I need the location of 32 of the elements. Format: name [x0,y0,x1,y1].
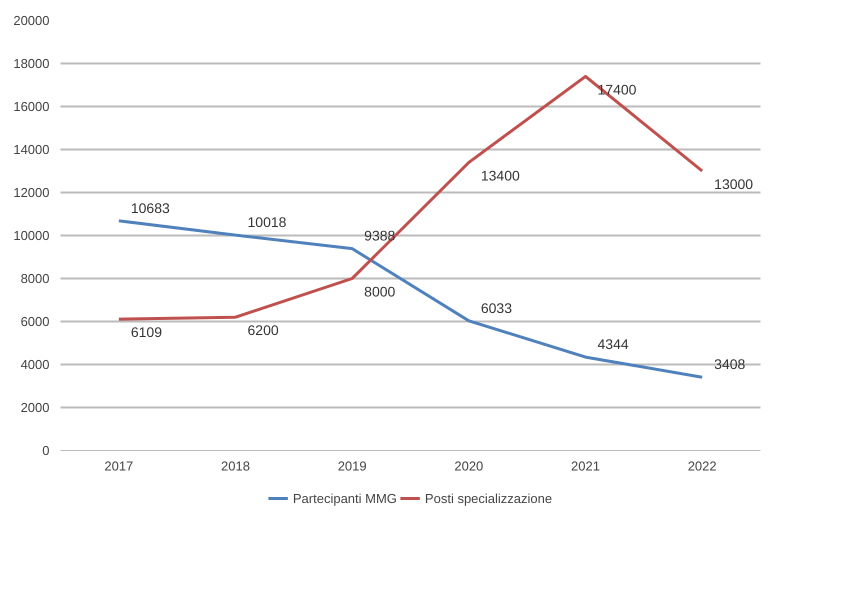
data-label: 6109 [130,324,162,340]
y-tick-label: 10000 [13,228,50,243]
data-label: 13400 [480,167,520,184]
data-label: 6200 [248,322,279,338]
x-tick-label: 2019 [338,458,367,474]
data-label: 9388 [364,228,396,244]
line-series [117,74,704,321]
y-tick-label: 12000 [13,185,50,200]
x-tick-label: 2017 [104,458,134,474]
data-label: 6033 [480,300,512,316]
x-tick-label: 2020 [454,458,484,474]
data-label: 13000 [714,176,754,192]
x-tick-label: 2022 [688,458,717,474]
data-label: 10018 [248,214,287,230]
x-tick-label: 2021 [571,458,600,474]
legend-label: Posti specializzazione [424,490,552,506]
y-tick-label: 2000 [20,400,50,415]
data-label: 4344 [598,336,629,352]
legend-label: Partecipanti MMG [292,490,397,506]
y-tick-label: 0 [42,443,50,458]
y-tick-label: 8000 [20,271,50,286]
y-tick-label: 20000 [13,13,50,28]
line-series [117,219,704,379]
y-tick-label: 4000 [20,357,50,372]
y-tick-label: 14000 [13,142,50,157]
data-label: 10683 [130,200,170,216]
data-label: 3408 [714,356,746,372]
x-tick-label: 2018 [221,458,250,474]
data-label: 8000 [364,284,396,300]
y-tick-label: 6000 [20,314,50,329]
y-tick-label: 18000 [13,56,50,71]
y-tick-label: 16000 [13,99,50,114]
